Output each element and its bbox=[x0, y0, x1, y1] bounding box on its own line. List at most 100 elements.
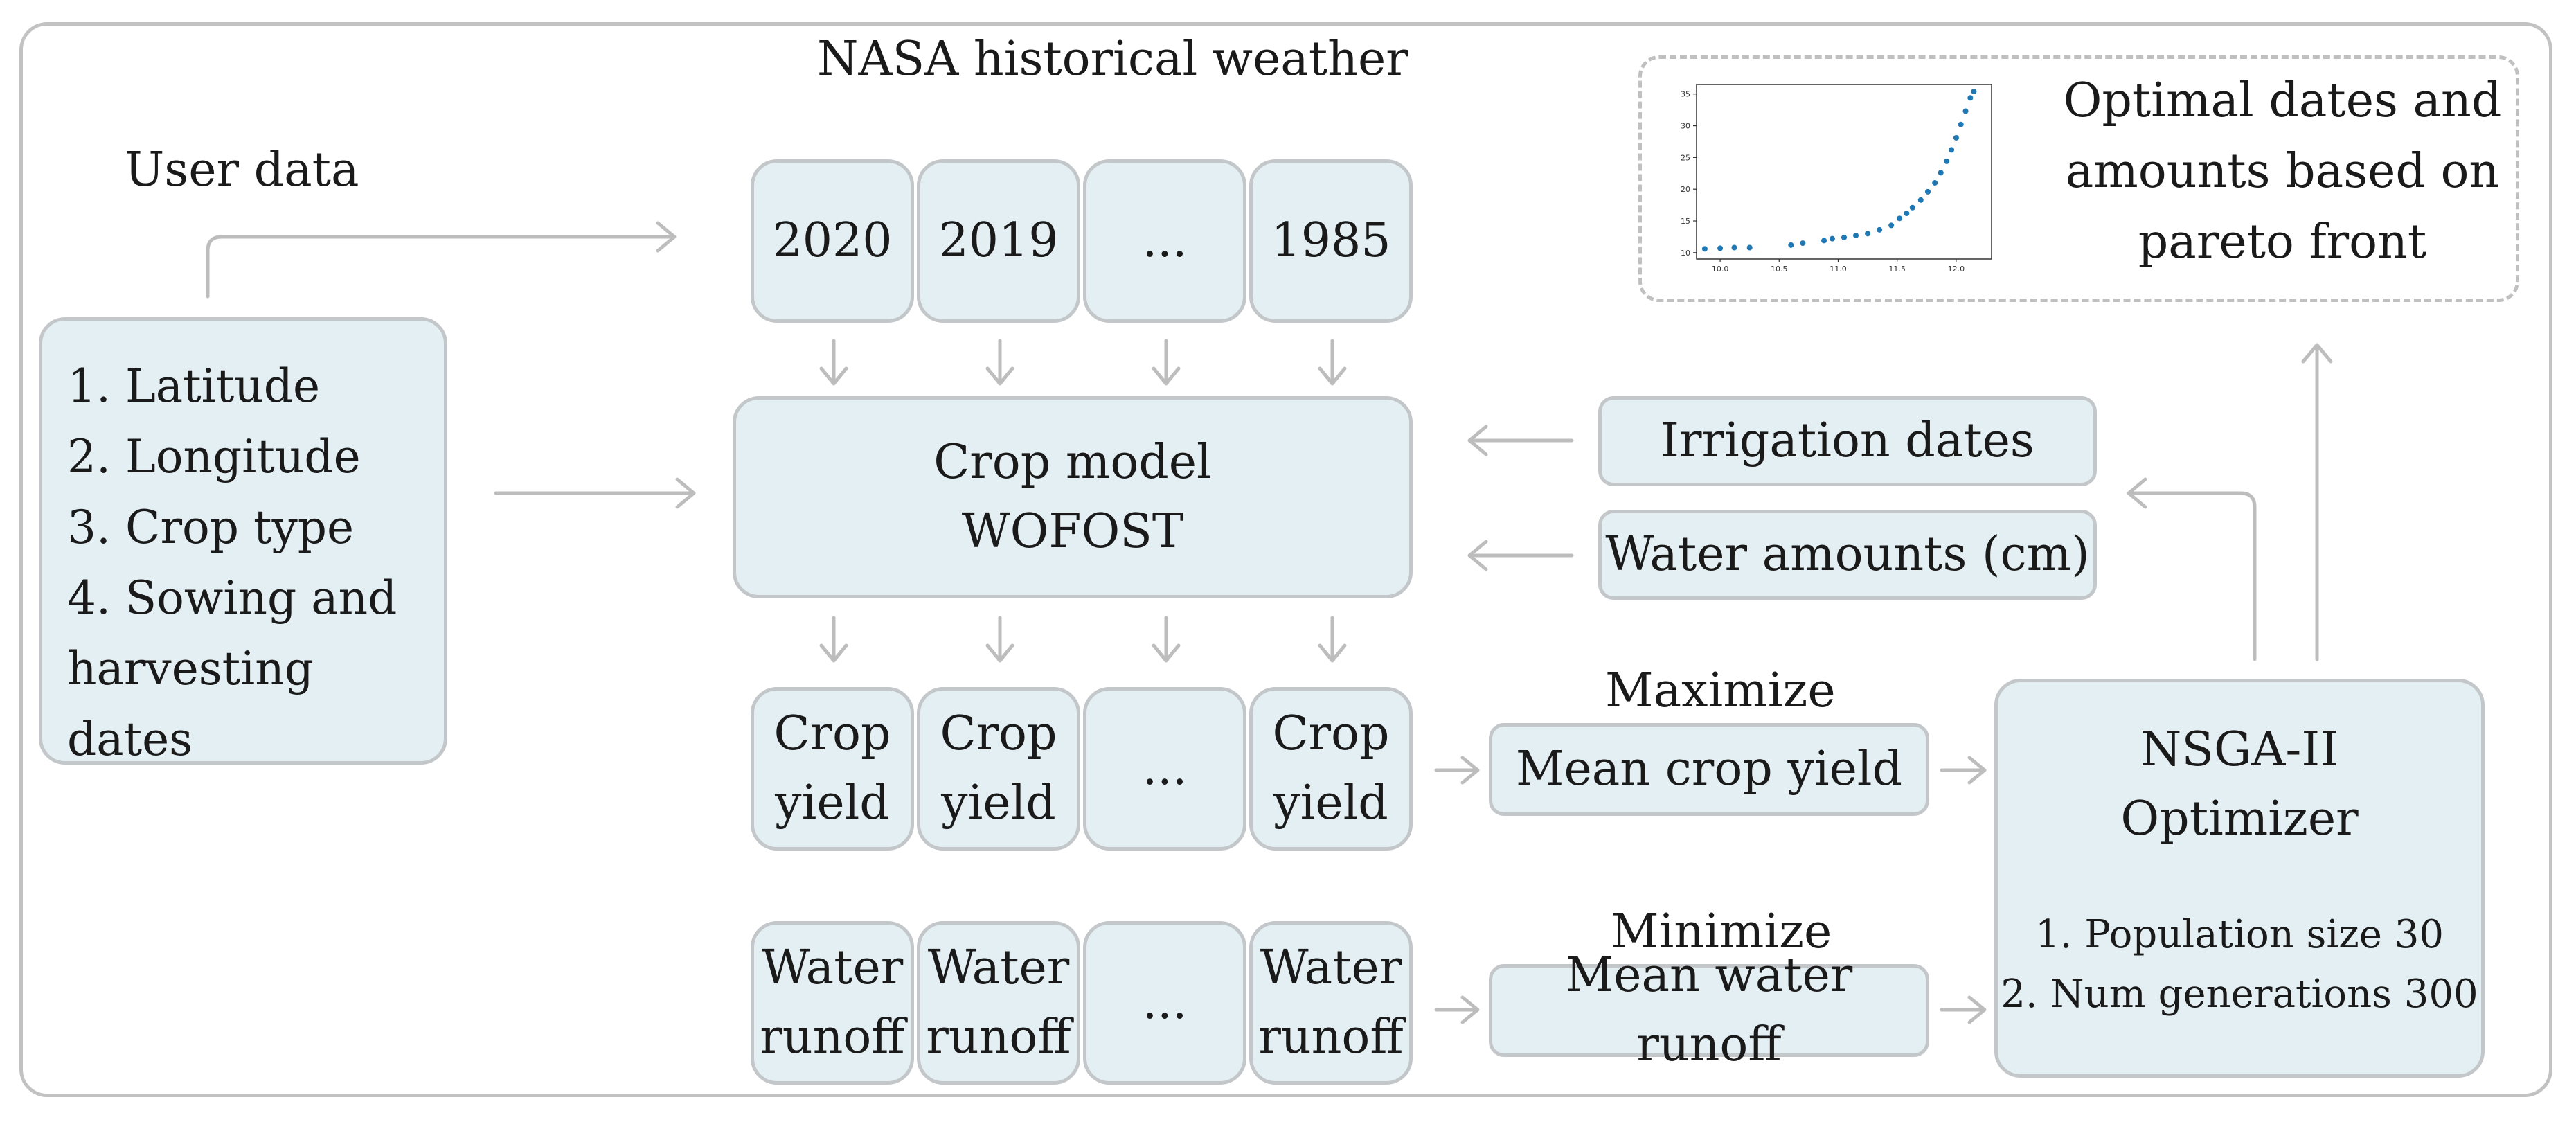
crop-yield-line2: yield bbox=[941, 776, 1056, 830]
crop-yield-line1: Crop bbox=[940, 706, 1057, 761]
mean-crop-yield-label: Mean crop yield bbox=[1515, 742, 1903, 796]
water-runoff-line2: runoff bbox=[760, 1010, 905, 1065]
output-line1: Optimal dates and bbox=[2063, 73, 2502, 128]
pareto-point bbox=[1967, 95, 1974, 101]
water-runoff-line2: runoff bbox=[926, 1010, 1071, 1065]
mean-crop-yield-box: Mean crop yield bbox=[1489, 723, 1929, 816]
x-tick-label: 12.0 bbox=[1948, 265, 1965, 274]
crop-model-box: Crop model WOFOST bbox=[733, 396, 1413, 598]
irrigation-dates-box: Irrigation dates bbox=[1598, 396, 2097, 486]
year-label: 2020 bbox=[772, 213, 893, 268]
pareto-point bbox=[1897, 215, 1903, 222]
crop-yield-line1: Crop bbox=[773, 706, 891, 761]
pareto-point bbox=[1932, 180, 1938, 186]
x-tick-label: 10.0 bbox=[1712, 265, 1729, 274]
maximize-label: Maximize bbox=[1605, 664, 1836, 718]
pareto-point bbox=[1829, 235, 1835, 242]
water-runoff-line1: Water bbox=[927, 941, 1070, 995]
user-data-label: User data bbox=[125, 143, 359, 197]
pareto-point bbox=[1853, 233, 1859, 239]
ellipsis-label: ... bbox=[1142, 741, 1188, 796]
pareto-point bbox=[1971, 89, 1977, 95]
user-item-sowing: 4. Sowing and bbox=[67, 571, 397, 625]
pareto-point bbox=[1949, 147, 1955, 153]
output-panel bbox=[1638, 55, 2519, 302]
year-box-ellipsis: ... bbox=[1083, 159, 1246, 323]
year-label: ... bbox=[1142, 213, 1188, 268]
crop-yield-box: Crop yield bbox=[917, 687, 1080, 851]
pareto-point bbox=[1731, 244, 1737, 251]
optimizer-box: NSGA-II Optimizer 1. Population size 30 … bbox=[1994, 679, 2485, 1078]
weather-label: NASA historical weather bbox=[817, 32, 1408, 87]
output-line2: amounts based on bbox=[2065, 144, 2500, 199]
outer-frame bbox=[19, 22, 2552, 1097]
pareto-point bbox=[1841, 234, 1847, 240]
pareto-point bbox=[1746, 244, 1753, 251]
water-runoff-box: Water runoff bbox=[1249, 921, 1413, 1085]
water-runoff-line2: runoff bbox=[1258, 1010, 1404, 1065]
y-tick-label: 35 bbox=[1681, 90, 1690, 99]
y-tick-label: 30 bbox=[1681, 122, 1690, 131]
water-runoff-box-ellipsis: ... bbox=[1083, 921, 1246, 1085]
y-tick-label: 20 bbox=[1681, 185, 1690, 194]
water-amounts-label: Water amounts (cm) bbox=[1605, 527, 2090, 582]
crop-yield-box: Crop yield bbox=[751, 687, 914, 851]
year-box-1985: 1985 bbox=[1249, 159, 1413, 323]
pareto-point bbox=[1701, 246, 1708, 252]
y-tick-label: 10 bbox=[1681, 249, 1690, 258]
year-label: 2019 bbox=[938, 213, 1059, 268]
water-runoff-box: Water runoff bbox=[751, 921, 914, 1085]
crop-yield-line2: yield bbox=[775, 776, 890, 830]
arrow-opt-to-inputs bbox=[2128, 491, 2257, 661]
pareto-point bbox=[1904, 211, 1910, 217]
optimizer-label: Optimizer bbox=[2120, 792, 2359, 846]
pareto-point bbox=[1962, 108, 1969, 114]
ellipsis-label: ... bbox=[1142, 975, 1188, 1030]
y-tick-label: 25 bbox=[1681, 153, 1690, 162]
pareto-point bbox=[1865, 231, 1871, 237]
user-item-latitude: 1. Latitude bbox=[67, 359, 321, 413]
crop-yield-line1: Crop bbox=[1272, 706, 1390, 761]
plot-area bbox=[1696, 84, 1992, 260]
optimizer-name: NSGA-II bbox=[2140, 722, 2339, 777]
irrigation-dates-label: Irrigation dates bbox=[1661, 413, 2034, 468]
year-label: 1985 bbox=[1271, 213, 1391, 268]
pareto-point bbox=[1938, 170, 1944, 176]
pareto-point bbox=[1944, 158, 1950, 164]
year-box-2020: 2020 bbox=[751, 159, 914, 323]
crop-yield-box: Crop yield bbox=[1249, 687, 1413, 851]
user-item-harvesting: harvesting bbox=[67, 642, 314, 695]
pareto-point bbox=[1821, 238, 1827, 244]
user-data-box: 1. Latitude 2. Longitude 3. Crop type 4.… bbox=[39, 317, 447, 766]
pareto-point bbox=[1888, 222, 1895, 229]
pareto-point bbox=[1788, 242, 1794, 248]
crop-model-name: WOFOST bbox=[961, 504, 1184, 559]
year-box-2019: 2019 bbox=[917, 159, 1080, 323]
water-amounts-box: Water amounts (cm) bbox=[1598, 510, 2097, 600]
pareto-point bbox=[1800, 240, 1806, 247]
pareto-point bbox=[1924, 188, 1931, 195]
crop-yield-line2: yield bbox=[1273, 776, 1388, 830]
water-runoff-box: Water runoff bbox=[917, 921, 1080, 1085]
user-item-dates: dates bbox=[67, 713, 193, 766]
mean-water-runoff-label: Mean water runoff bbox=[1565, 948, 1853, 1072]
user-item-crop-type: 3. Crop type bbox=[67, 501, 355, 554]
water-runoff-line1: Water bbox=[761, 941, 904, 995]
pareto-point bbox=[1917, 197, 1924, 203]
pareto-point bbox=[1909, 204, 1915, 211]
x-tick-label: 11.5 bbox=[1888, 265, 1906, 274]
user-item-longitude: 2. Longitude bbox=[67, 430, 361, 483]
crop-model-title: Crop model bbox=[933, 435, 1212, 490]
optimizer-param-generations: 2. Num generations 300 bbox=[2001, 972, 2478, 1017]
mean-water-runoff-box: Mean water runoff bbox=[1489, 948, 1929, 1072]
crop-yield-box-ellipsis: ... bbox=[1083, 687, 1246, 851]
y-tick-label: 15 bbox=[1681, 217, 1690, 226]
x-tick-label: 11.0 bbox=[1830, 265, 1847, 274]
pareto-point bbox=[1958, 121, 1964, 127]
minimize-label: Minimize bbox=[1611, 905, 1832, 959]
water-runoff-line1: Water bbox=[1260, 941, 1402, 995]
pareto-front-chart: 10.0 10.5 11.0 11.5 12.0 10 15 20 25 30 35 bbox=[1681, 84, 1992, 274]
arrow-user-to-years bbox=[206, 235, 675, 299]
